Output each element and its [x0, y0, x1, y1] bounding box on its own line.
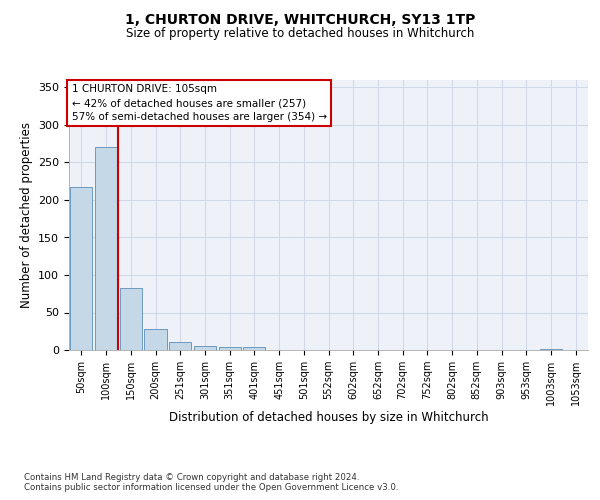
Bar [194, 346, 216, 350]
Bar [540, 348, 562, 350]
Bar [218, 347, 241, 350]
X-axis label: Distribution of detached houses by size in Whitchurch: Distribution of detached houses by size … [169, 410, 488, 424]
Bar [169, 342, 191, 350]
Bar [119, 288, 142, 350]
Bar [95, 148, 117, 350]
Text: Contains HM Land Registry data © Crown copyright and database right 2024.: Contains HM Land Registry data © Crown c… [24, 472, 359, 482]
Y-axis label: Number of detached properties: Number of detached properties [20, 122, 32, 308]
Bar [145, 329, 167, 350]
Bar [70, 187, 92, 350]
Text: Size of property relative to detached houses in Whitchurch: Size of property relative to detached ho… [126, 28, 474, 40]
Bar [243, 347, 265, 350]
Text: 1 CHURTON DRIVE: 105sqm
← 42% of detached houses are smaller (257)
57% of semi-d: 1 CHURTON DRIVE: 105sqm ← 42% of detache… [71, 84, 327, 122]
Text: Contains public sector information licensed under the Open Government Licence v3: Contains public sector information licen… [24, 484, 398, 492]
Text: 1, CHURTON DRIVE, WHITCHURCH, SY13 1TP: 1, CHURTON DRIVE, WHITCHURCH, SY13 1TP [125, 12, 475, 26]
